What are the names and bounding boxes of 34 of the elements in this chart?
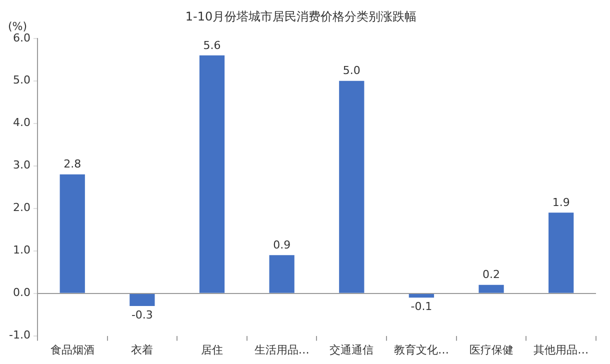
data-label: -0.3: [131, 308, 153, 322]
bar: [130, 294, 155, 306]
x-tick-label: 生活用品…: [254, 343, 310, 356]
y-tick-label: 6.0: [12, 31, 30, 44]
chart-title: 1-10月份塔城市居民消费价格分类别涨跌幅: [185, 9, 417, 24]
data-label: -0.1: [410, 300, 432, 313]
y-tick-label: 4.0: [12, 116, 30, 130]
data-label: 5.0: [342, 64, 360, 78]
data-label: 5.6: [203, 38, 221, 52]
x-tick-label: 其他用品…: [534, 343, 589, 356]
bar: [199, 55, 225, 293]
y-tick-label: 0.0: [12, 286, 30, 300]
data-label: 2.8: [64, 158, 82, 171]
x-tick-label: 医疗保健: [469, 343, 514, 356]
bar: [478, 284, 504, 293]
bar: [548, 212, 574, 293]
data-label: 0.9: [273, 238, 291, 252]
x-tick-label: 衣着: [131, 343, 154, 356]
y-tick-label: 3.0: [12, 158, 30, 172]
y-tick-label: -1.0: [8, 328, 30, 342]
y-tick-label: 1.0: [12, 244, 30, 257]
x-tick-label: 教育文化…: [394, 343, 449, 356]
data-label: 0.2: [482, 268, 500, 282]
y-tick-label: 2.0: [12, 201, 30, 214]
x-tick-label: 居住: [201, 343, 224, 356]
data-label: 1.9: [552, 196, 570, 209]
bar: [269, 255, 294, 293]
y-tick-label: 5.0: [12, 74, 30, 87]
bar: [60, 174, 85, 293]
bar: [408, 294, 434, 298]
bar: [339, 80, 364, 293]
x-tick-label: 交通通信: [330, 343, 374, 356]
y-axis-title: (%): [8, 20, 28, 33]
x-tick-label: 食品烟酒: [50, 343, 94, 356]
